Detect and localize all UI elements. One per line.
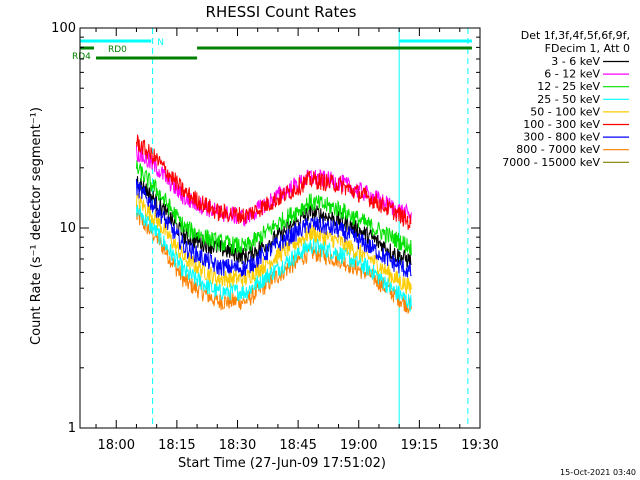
- legend-entry-label: 6 - 12 keV: [544, 68, 600, 81]
- x-tick-label: 19:15: [401, 438, 438, 453]
- state-bar-label: RD0: [108, 45, 127, 55]
- series-line: [135, 178, 412, 278]
- y-axis: 1 10 100: [51, 21, 480, 436]
- y-axis-label: Count Rate (s⁻¹ detector segment⁻¹): [29, 107, 44, 345]
- series-line: [135, 201, 412, 312]
- legend-entry-label: 100 - 300 keV: [523, 118, 600, 131]
- x-tick-label: 18:15: [158, 438, 195, 453]
- plot-area: N RD0 RD4: [72, 28, 472, 428]
- x-tick-label: 19:30: [461, 438, 498, 453]
- y-tick-label: 100: [51, 21, 76, 36]
- x-tick-label: 19:00: [340, 438, 377, 453]
- series-line: [135, 145, 412, 227]
- state-bar-label: N: [157, 38, 164, 48]
- legend-entry-label: 800 - 7000 keV: [516, 143, 600, 156]
- y-tick-label: 1: [68, 421, 76, 436]
- chart-title: RHESSI Count Rates: [206, 3, 357, 21]
- x-tick-label: 18:00: [98, 438, 135, 453]
- legend-entry-label: 25 - 50 keV: [537, 93, 600, 106]
- legend-entry-label: 3 - 6 keV: [551, 55, 600, 68]
- legend-entry-label: 300 - 800 keV: [523, 131, 600, 144]
- series-line: [135, 159, 412, 256]
- x-tick-label: 18:45: [279, 438, 316, 453]
- legend: Det 1f,3f,4f,5f,6f,9f,FDecim 1, Att 03 -…: [502, 29, 630, 169]
- footer-timestamp: 15-Oct-2021 03:40: [560, 468, 636, 477]
- x-tick-label: 18:30: [219, 438, 256, 453]
- y-tick-label: 10: [59, 221, 76, 236]
- legend-header: FDecim 1, Att 0: [545, 42, 630, 55]
- legend-header: Det 1f,3f,4f,5f,6f,9f,: [521, 29, 630, 42]
- legend-entry-label: 50 - 100 keV: [530, 105, 600, 118]
- x-axis-label: Start Time (27-Jun-09 17:51:02): [178, 456, 386, 471]
- x-axis: 18:00 18:15 18:30 18:45 19:00 19:15 19:30: [95, 28, 499, 453]
- state-bar-label: RD4: [72, 52, 91, 62]
- legend-entry-label: 12 - 25 keV: [537, 80, 600, 93]
- series-line: [135, 134, 412, 230]
- legend-entry-label: 7000 - 15000 keV: [502, 156, 600, 169]
